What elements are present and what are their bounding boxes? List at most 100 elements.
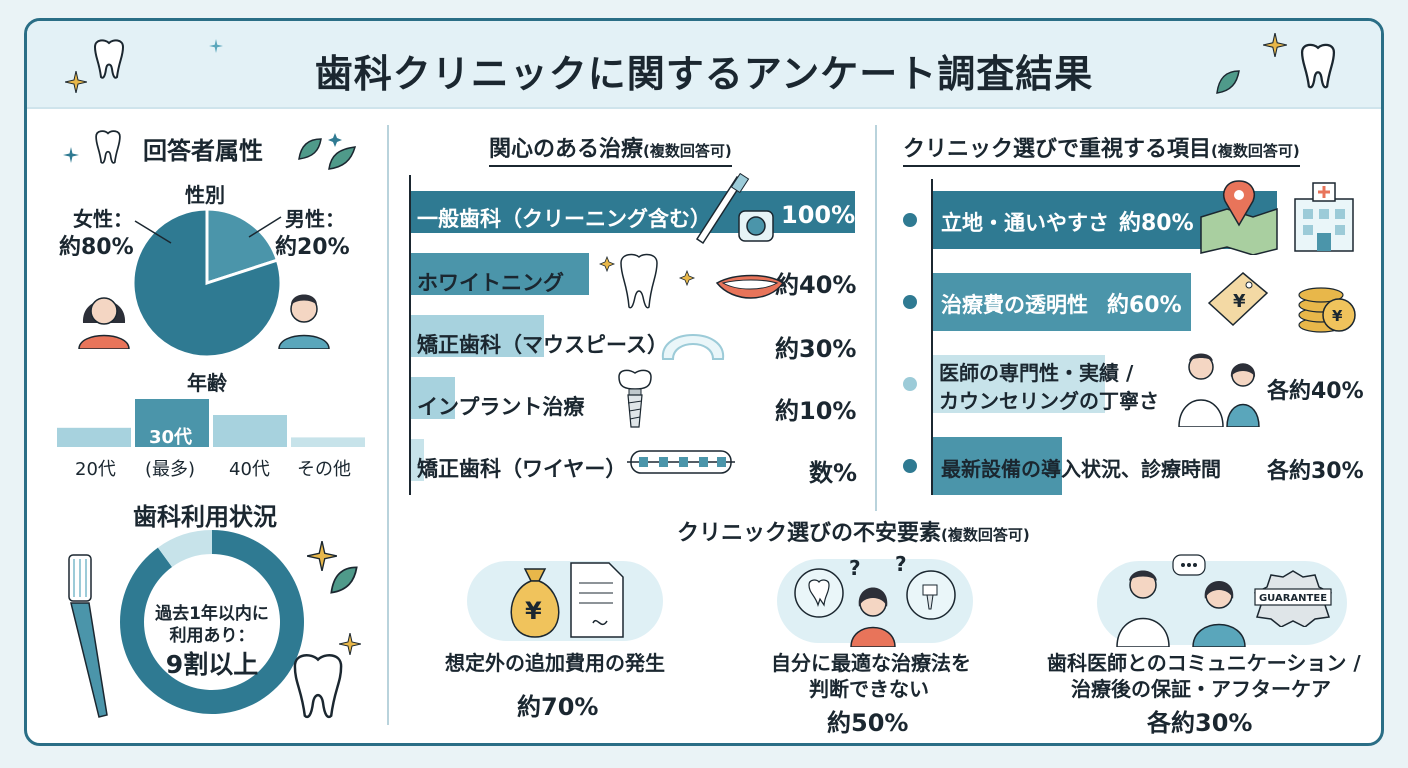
interest-heading: 関心のある治療(複数回答可) bbox=[489, 131, 732, 167]
priorities-heading: クリニック選びで重視する項目(複数回答可) bbox=[903, 131, 1300, 167]
tooth-icon bbox=[1300, 43, 1336, 89]
usage-center-line2: 利用あり： bbox=[169, 626, 255, 646]
svg-text:¥: ¥ bbox=[525, 597, 542, 625]
callout-line bbox=[248, 216, 282, 238]
interest-heading-text: 関心のある治療 bbox=[489, 137, 644, 162]
cloud-bg bbox=[467, 561, 663, 641]
priority-value: 約60% bbox=[1107, 293, 1182, 318]
gender-heading: 性別 bbox=[185, 183, 225, 207]
concern-text: 治療後の保証・アフターケア bbox=[1071, 677, 1331, 701]
priority-label: 最新設備の導入状況、診療時間 bbox=[941, 457, 1221, 481]
callout-line bbox=[134, 220, 172, 244]
leaf-icon bbox=[298, 133, 357, 170]
sparkle-icon bbox=[209, 39, 223, 53]
priority-value: 各約40% bbox=[1267, 379, 1364, 404]
age-group-label: (最多) bbox=[145, 459, 196, 480]
female-label: 女性： bbox=[73, 207, 133, 231]
concerns-heading: クリニック選びの不安要素(複数回答可) bbox=[677, 515, 1030, 547]
priority-label: カウンセリングの丁寧さ bbox=[939, 389, 1159, 413]
age-peak-label: 30代 bbox=[149, 427, 193, 448]
map-pin-icon bbox=[1200, 180, 1354, 255]
concerns-note: (複数回答可) bbox=[941, 526, 1030, 544]
interest-note: (複数回答可) bbox=[643, 142, 732, 160]
female-value: 約80% bbox=[59, 235, 134, 260]
donut-segment-other bbox=[157, 530, 212, 567]
toothbrush-floss-icon bbox=[695, 173, 774, 245]
usage-center-line1: 過去1年以内に bbox=[155, 604, 269, 624]
priority-label: 医師の専門性・実績 / bbox=[939, 361, 1134, 385]
tooth-icon bbox=[95, 130, 121, 164]
age-bar bbox=[57, 427, 131, 447]
page-title: 歯科クリニックに関するアンケート調査結果 bbox=[314, 52, 1094, 96]
teeth-smile-icon bbox=[599, 253, 785, 309]
interest-value: 約40% bbox=[775, 271, 857, 299]
priorities-axis bbox=[931, 179, 933, 495]
svg-text:¥: ¥ bbox=[1332, 307, 1343, 325]
leaf-icon bbox=[1216, 70, 1240, 94]
priority-label: 立地・通いやすさ bbox=[941, 211, 1109, 235]
interest-bar bbox=[411, 439, 425, 481]
guarantee-seal-icon: GUARANTEE bbox=[1253, 570, 1333, 627]
age-bar bbox=[135, 399, 209, 447]
interest-bar bbox=[411, 253, 589, 295]
interest-label: 矯正歯科（マウスピース） bbox=[417, 333, 668, 357]
male-value: 約20% bbox=[275, 235, 350, 260]
guarantee-text: GUARANTEE bbox=[1259, 593, 1327, 604]
age-bar bbox=[291, 437, 365, 447]
bullet-dot bbox=[903, 213, 917, 227]
priority-bar bbox=[933, 437, 1062, 495]
interest-label: ホワイトニング bbox=[417, 271, 564, 295]
svg-text:?: ? bbox=[895, 552, 907, 576]
column-divider bbox=[875, 125, 877, 511]
bullet-dot bbox=[903, 295, 917, 309]
concerns-heading-text: クリニック選びの不安要素 bbox=[677, 521, 942, 546]
concern-value: 各約30% bbox=[1147, 709, 1253, 737]
concern-value: 約70% bbox=[517, 693, 599, 721]
male-label: 男性： bbox=[285, 207, 345, 231]
interest-bar bbox=[411, 315, 545, 357]
interest-label: 矯正歯科（ワイヤー） bbox=[417, 457, 627, 481]
infographic-frame: 歯科クリニックに関するアンケート調査結果 回答者属性 性別 女 bbox=[24, 18, 1384, 746]
interest-value: 100% bbox=[781, 201, 856, 229]
doctor-patient-icon bbox=[1178, 353, 1260, 427]
interest-axis bbox=[409, 175, 411, 495]
leaf-icon bbox=[330, 566, 358, 594]
usage-donut-chart bbox=[119, 530, 304, 714]
age-bar bbox=[213, 415, 287, 447]
priorities-heading-text: クリニック選びで重視する項目 bbox=[903, 137, 1212, 162]
priorities-note: (複数回答可) bbox=[1211, 142, 1300, 160]
concern-text: 自分に最適な治療法を bbox=[771, 651, 971, 675]
concern-text: 歯科医師とのコミュニケーション / bbox=[1047, 651, 1361, 675]
interest-bar bbox=[411, 377, 456, 419]
priority-bar bbox=[933, 273, 1191, 331]
age-group-label: その他 bbox=[297, 459, 351, 480]
price-tag-coins-icon: ¥ ¥ bbox=[1207, 272, 1356, 333]
money-bag-document-icon: ¥ bbox=[510, 562, 624, 638]
confused-patient-icon: ? ? bbox=[794, 552, 956, 647]
svg-text:¥: ¥ bbox=[1233, 291, 1246, 312]
age-bar-chart bbox=[57, 399, 365, 447]
priority-value: 約80% bbox=[1119, 211, 1194, 236]
age-group-label: 20代 bbox=[75, 459, 116, 480]
concern-text: 想定外の追加費用の発生 bbox=[445, 651, 665, 675]
usage-center-value: 9割以上 bbox=[165, 650, 259, 679]
sparkle-icon bbox=[339, 633, 361, 655]
pie-slice-female bbox=[131, 207, 283, 359]
sparkle-icon bbox=[307, 541, 337, 571]
man-icon bbox=[278, 294, 330, 349]
column-divider bbox=[387, 125, 389, 725]
bullet-dot bbox=[903, 459, 917, 473]
braces-icon bbox=[627, 450, 735, 474]
interest-value: 数% bbox=[809, 459, 858, 487]
toothbrush-icon bbox=[68, 554, 108, 718]
sparkle-icon bbox=[65, 71, 87, 93]
interest-label: 一般歯科（クリーニング含む） bbox=[417, 207, 711, 231]
implant-icon bbox=[618, 369, 652, 428]
concern-value: 約50% bbox=[827, 709, 909, 737]
usage-heading: 歯科利用状況 bbox=[133, 503, 277, 531]
consultation-icon bbox=[1116, 554, 1246, 647]
svg-text:?: ? bbox=[849, 556, 861, 580]
woman-icon bbox=[78, 297, 130, 349]
title-bar: 歯科クリニックに関するアンケート調査結果 bbox=[27, 21, 1381, 109]
priority-bar bbox=[933, 355, 1105, 413]
